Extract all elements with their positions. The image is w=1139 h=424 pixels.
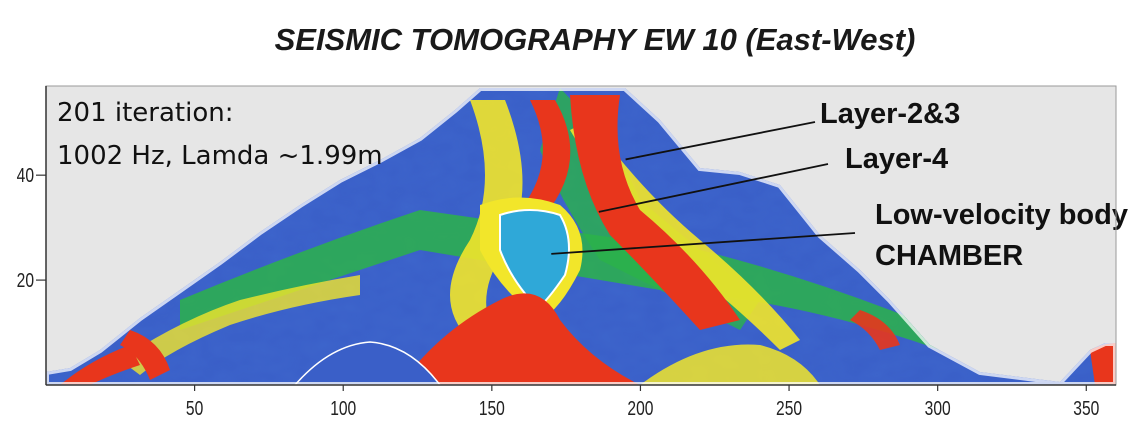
- x-tick-label: 300: [925, 397, 951, 419]
- x-tick-label: 150: [479, 397, 505, 419]
- x-tick-label: 50: [186, 397, 203, 419]
- annotation-label: Layer-2&3: [820, 98, 960, 130]
- info-text-line: 1002 Hz, Lamda ~1.99m: [57, 141, 383, 171]
- x-tick-label: 350: [1073, 397, 1099, 419]
- annotation-layer: Layer-2&3 Layer-4 Low-velocity body CHAMBER: [551, 98, 1128, 272]
- x-tick-label: 100: [330, 397, 356, 419]
- info-text-line: 201 iteration:: [57, 98, 234, 128]
- y-tick-label: 40: [17, 164, 34, 186]
- x-axis-ticks: 50 100 150 200 250 300 350: [186, 385, 1099, 419]
- annotation-label: CHAMBER: [875, 240, 1023, 272]
- x-tick-label: 200: [627, 397, 653, 419]
- annotation-label: Low-velocity body: [875, 199, 1128, 231]
- x-tick-label: 250: [776, 397, 802, 419]
- y-tick-label: 20: [17, 269, 34, 291]
- info-text-block: 201 iteration: 1002 Hz, Lamda ~1.99m: [57, 98, 383, 171]
- annotation-label: Layer-4: [845, 143, 948, 175]
- annotation-leader-line: [598, 163, 829, 213]
- annotation-leader-line: [551, 232, 856, 255]
- annotation-leader-line: [625, 121, 816, 161]
- chart-title: SEISMIC TOMOGRAPHY EW 10 (East-West): [274, 22, 916, 57]
